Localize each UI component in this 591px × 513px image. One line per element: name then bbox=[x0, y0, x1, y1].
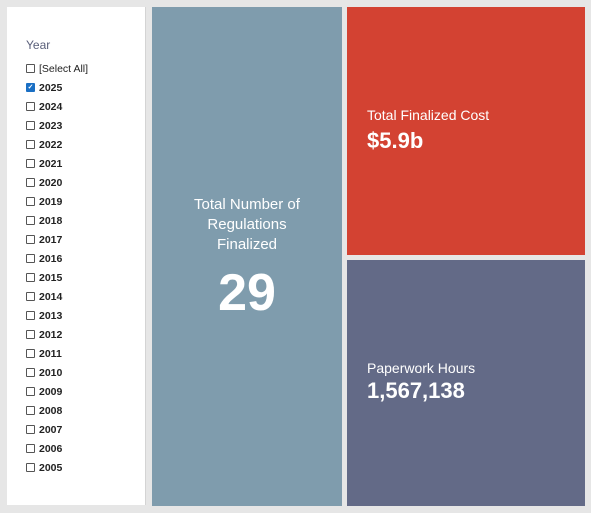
checkbox-icon[interactable] bbox=[26, 368, 35, 377]
checkbox-icon[interactable] bbox=[26, 444, 35, 453]
year-filter-item[interactable]: 2007 bbox=[26, 420, 88, 439]
year-filter-label: 2011 bbox=[39, 347, 62, 360]
year-filter-label: 2008 bbox=[39, 404, 63, 417]
checkbox-icon[interactable] bbox=[26, 235, 35, 244]
total-regulations-value: 29 bbox=[218, 264, 276, 322]
year-filter-label: 2010 bbox=[39, 366, 63, 379]
checkbox-icon[interactable] bbox=[26, 292, 35, 301]
year-filter-label: 2012 bbox=[39, 328, 63, 341]
checkbox-icon[interactable] bbox=[26, 273, 35, 282]
checkbox-icon[interactable] bbox=[26, 140, 35, 149]
checkbox-icon[interactable] bbox=[26, 463, 35, 472]
year-filter-item[interactable]: 2011 bbox=[26, 344, 88, 363]
year-filter-item[interactable]: 2019 bbox=[26, 192, 88, 211]
checkbox-icon[interactable] bbox=[26, 254, 35, 263]
paperwork-hours-value: 1,567,138 bbox=[367, 378, 465, 403]
year-filter-label: 2013 bbox=[39, 309, 63, 322]
year-filter-label: 2018 bbox=[39, 214, 63, 227]
year-filter-label: 2015 bbox=[39, 271, 63, 284]
checkbox-icon[interactable] bbox=[26, 178, 35, 187]
year-filter-item[interactable]: 2021 bbox=[26, 154, 88, 173]
year-filter-item[interactable]: 2005 bbox=[26, 458, 88, 477]
total-cost-label: Total Finalized Cost bbox=[367, 107, 490, 123]
year-filter-panel: Year [Select All] 2025 2024 2023 2022 2021 202… bbox=[7, 7, 146, 505]
year-filter-item[interactable]: 2015 bbox=[26, 268, 88, 287]
year-filter-item[interactable]: 2022 bbox=[26, 135, 88, 154]
year-filter-item[interactable]: 2009 bbox=[26, 382, 88, 401]
year-filter-label: 2007 bbox=[39, 423, 63, 436]
total-cost-value: $5.9b bbox=[367, 128, 424, 153]
year-filter-item[interactable]: 2012 bbox=[26, 325, 88, 344]
checkbox-icon[interactable] bbox=[26, 121, 35, 130]
checkbox-icon[interactable] bbox=[26, 311, 35, 320]
year-filter-label: 2014 bbox=[39, 290, 63, 303]
paperwork-hours-label: Paperwork Hours bbox=[367, 360, 476, 376]
checkbox-checked-icon[interactable] bbox=[26, 83, 35, 92]
year-filter-item[interactable]: 2020 bbox=[26, 173, 88, 192]
year-filter-label: [Select All] bbox=[39, 62, 89, 75]
year-filter-label: 2024 bbox=[39, 100, 63, 113]
year-filter-label: 2019 bbox=[39, 195, 63, 208]
paperwork-hours-card: Paperwork Hours 1,567,138 bbox=[347, 260, 585, 506]
year-filter-label: 2023 bbox=[39, 119, 63, 132]
year-filter-item[interactable]: 2016 bbox=[26, 249, 88, 268]
checkbox-icon[interactable] bbox=[26, 216, 35, 225]
total-regulations-card: Total Number of Regulations Finalized 29 bbox=[152, 7, 342, 506]
year-filter-label: 2021 bbox=[39, 157, 63, 170]
year-filter-item[interactable]: 2006 bbox=[26, 439, 88, 458]
checkbox-icon[interactable] bbox=[26, 387, 35, 396]
checkbox-icon[interactable] bbox=[26, 349, 35, 358]
checkbox-icon[interactable] bbox=[26, 330, 35, 339]
checkbox-icon[interactable] bbox=[26, 197, 35, 206]
year-filter-item[interactable]: 2023 bbox=[26, 116, 88, 135]
year-filter-item[interactable]: 2025 bbox=[26, 78, 88, 97]
checkbox-icon[interactable] bbox=[26, 159, 35, 168]
year-filter-item[interactable]: 2008 bbox=[26, 401, 88, 420]
year-filter-label: 2009 bbox=[39, 385, 63, 398]
year-filter-item[interactable]: 2017 bbox=[26, 230, 88, 249]
year-filter-label: 2005 bbox=[39, 461, 63, 474]
year-filter-item[interactable]: 2018 bbox=[26, 211, 88, 230]
year-filter-label: 2016 bbox=[39, 252, 63, 265]
checkbox-icon[interactable] bbox=[26, 425, 35, 434]
total-regulations-label: Total Number of Regulations Finalized bbox=[194, 196, 300, 253]
year-filter-label: 2017 bbox=[39, 233, 63, 246]
checkbox-icon[interactable] bbox=[26, 406, 35, 415]
year-filter-item[interactable]: [Select All] bbox=[26, 59, 88, 78]
year-filter-item[interactable]: 2014 bbox=[26, 287, 88, 306]
year-filter-label: 2022 bbox=[39, 138, 63, 151]
year-filter-item[interactable]: 2013 bbox=[26, 306, 88, 325]
year-filter-item[interactable]: 2010 bbox=[26, 363, 88, 382]
checkbox-icon[interactable] bbox=[26, 102, 35, 111]
filter-title: Year bbox=[26, 38, 51, 52]
year-filter-list: [Select All] 2025 2024 2023 2022 2021 2020 2019… bbox=[26, 59, 88, 477]
year-filter-item[interactable]: 2024 bbox=[26, 97, 88, 116]
total-cost-card: Total Finalized Cost $5.9b bbox=[347, 7, 585, 255]
checkbox-icon[interactable] bbox=[26, 64, 35, 73]
year-filter-label: 2025 bbox=[39, 81, 63, 94]
year-filter-label: 2006 bbox=[39, 442, 63, 455]
year-filter-label: 2020 bbox=[39, 176, 63, 189]
